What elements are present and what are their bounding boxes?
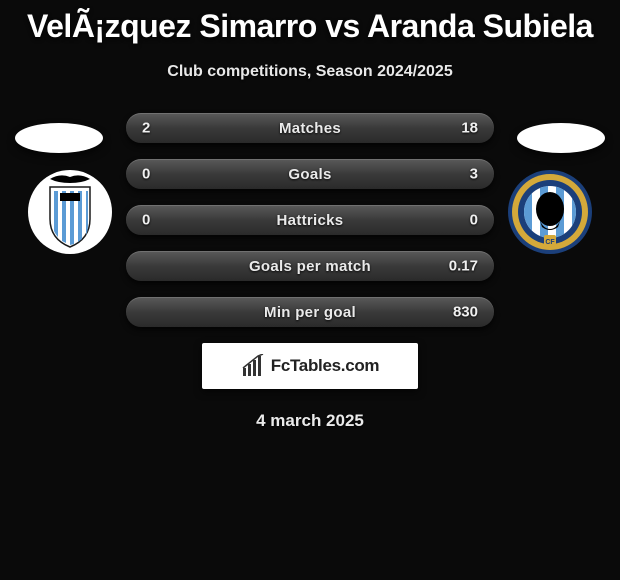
stats-area: CF 2 Matches 18 0 Goals 3 0 Hattricks 0 … bbox=[0, 113, 620, 431]
stat-value-left: 0 bbox=[142, 166, 150, 183]
stat-row-min-per-goal: Min per goal 830 bbox=[126, 297, 494, 327]
stat-label: Goals bbox=[288, 166, 331, 183]
club-crest-right: CF bbox=[500, 169, 600, 255]
date-text: 4 march 2025 bbox=[0, 411, 620, 431]
stat-row-goals-per-match: Goals per match 0.17 bbox=[126, 251, 494, 281]
stat-label: Min per goal bbox=[264, 304, 356, 321]
stat-row-matches: 2 Matches 18 bbox=[126, 113, 494, 143]
stat-value-right: 0 bbox=[470, 212, 478, 229]
stat-value-left: 2 bbox=[142, 120, 150, 137]
stat-label: Matches bbox=[279, 120, 341, 137]
stat-row-goals: 0 Goals 3 bbox=[126, 159, 494, 189]
stat-label: Goals per match bbox=[249, 258, 371, 275]
bar-chart-icon bbox=[241, 354, 265, 378]
stat-value-right: 18 bbox=[461, 120, 478, 137]
svg-text:CF: CF bbox=[545, 239, 555, 246]
stat-value-right: 3 bbox=[470, 166, 478, 183]
country-flag-left bbox=[15, 123, 103, 153]
country-flag-right bbox=[517, 123, 605, 153]
branding-badge[interactable]: FcTables.com bbox=[202, 343, 418, 389]
stat-value-left: 0 bbox=[142, 212, 150, 229]
page-title: VelÃ¡zquez Simarro vs Aranda Subiela bbox=[0, 8, 620, 45]
stat-value-right: 830 bbox=[453, 304, 478, 321]
club-crest-left bbox=[20, 169, 120, 255]
stat-row-hattricks: 0 Hattricks 0 bbox=[126, 205, 494, 235]
stat-value-right: 0.17 bbox=[449, 258, 478, 275]
branding-label: FcTables.com bbox=[271, 356, 380, 376]
season-subtitle: Club competitions, Season 2024/2025 bbox=[0, 63, 620, 81]
stat-label: Hattricks bbox=[277, 212, 344, 229]
